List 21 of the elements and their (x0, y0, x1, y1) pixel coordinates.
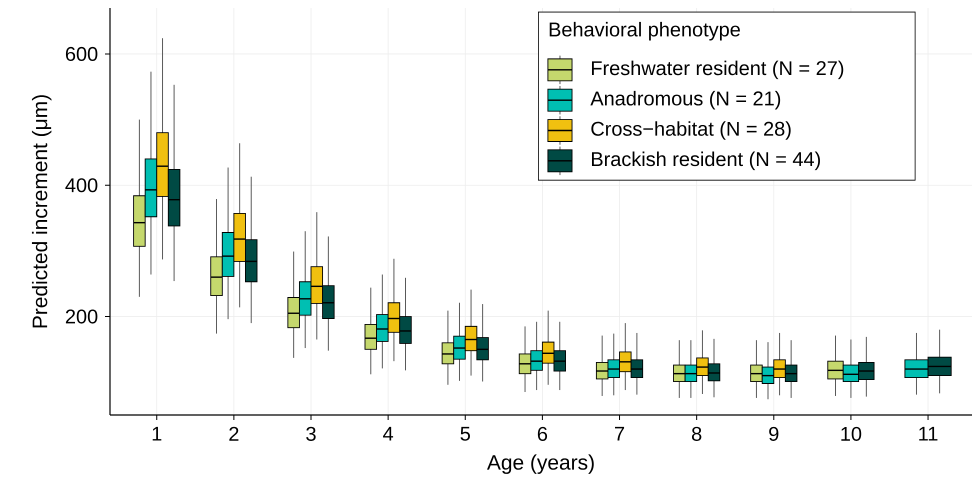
x-tick-label: 4 (383, 426, 394, 441)
y-tick-label: 400 (65, 178, 98, 192)
x-tick-label: 7 (615, 426, 624, 441)
x-tick-label: 3 (306, 426, 316, 441)
x-tick-label: 5 (460, 426, 470, 441)
legend-label: Cross−habitat (N = 28) (591, 121, 791, 140)
legend-label: Brackish resident (N = 44) (592, 152, 820, 170)
x-tick-label: 9 (769, 426, 778, 441)
x-tick-label: 2 (229, 426, 238, 441)
legend-label: Freshwater resident (N = 27) (592, 60, 844, 80)
y-axis-title: Predicted increment (μm) (32, 95, 52, 328)
x-tick-label: 11 (919, 426, 938, 441)
x-tick-label: 8 (692, 426, 702, 441)
x-tick-label: 6 (538, 426, 548, 441)
legend-title: Behavioral phenotype (550, 22, 740, 40)
y-tick-label: 200 (66, 309, 98, 324)
y-tick-label: 600 (66, 46, 98, 61)
x-tick-label: 1 (152, 426, 162, 441)
x-tick-label: 10 (841, 426, 862, 441)
x-axis-title: Age (years) (486, 454, 594, 474)
legend-label: Anadromous (N = 21) (590, 90, 780, 110)
